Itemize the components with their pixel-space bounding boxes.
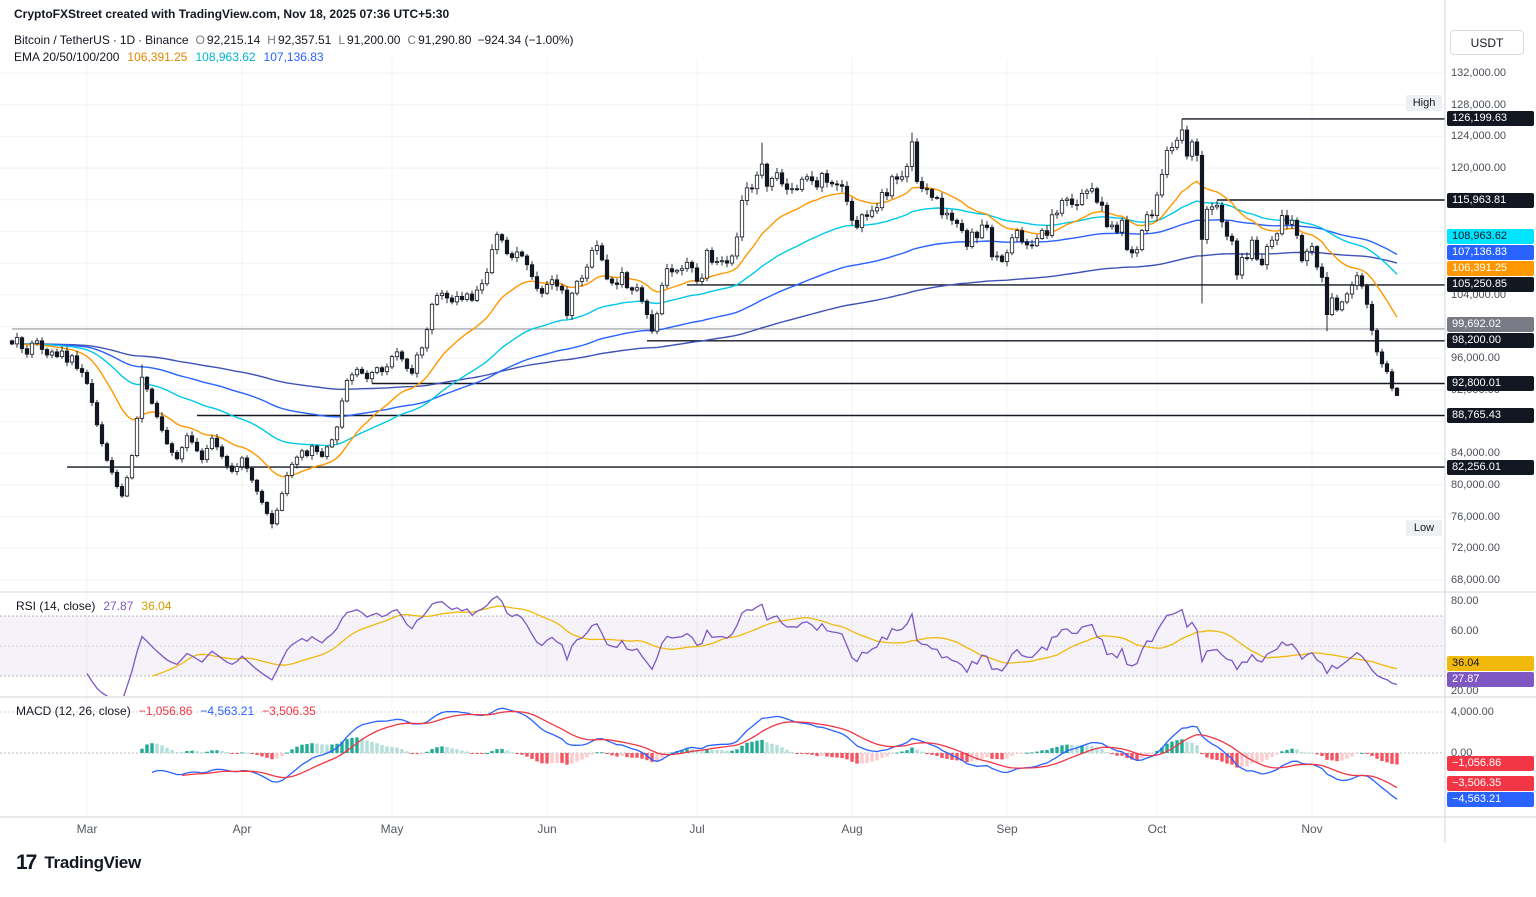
price-axis-badge: 106,391.25 <box>1447 261 1534 277</box>
high-value: 92,357.51 <box>277 33 332 47</box>
macd-title[interactable]: MACD (12, 26, close) <box>16 704 131 718</box>
rsi-axis-label: 20.00 <box>1451 685 1479 697</box>
price-axis-badge: 82,256.01 <box>1447 459 1534 475</box>
macd-hist-value: −1,056.86 <box>138 704 193 718</box>
rsi-axis-badge: 27.87 <box>1447 671 1534 687</box>
macd-line-value: −4,563.21 <box>200 704 255 718</box>
ema-lines <box>9 118 1400 529</box>
price-axis-badge: 105,250.85 <box>1447 277 1534 293</box>
rsi-title[interactable]: RSI (14, close) <box>16 599 96 613</box>
price-axis-badge: 126,199.63 <box>1447 111 1534 127</box>
time-axis-label: Jul <box>689 822 705 836</box>
price-axis-label: 124,000.00 <box>1451 130 1507 143</box>
ema100-value: 107,136.83 <box>263 50 324 64</box>
header-title: CryptoFXStreet created with TradingView.… <box>14 7 450 21</box>
ema-legend: EMA 20/50/100/200 106,391.25 108,963.62 … <box>14 50 324 64</box>
macd-axis-badge: −1,056.86 <box>1447 756 1534 772</box>
price-axis-label: 84,000.00 <box>1451 447 1500 460</box>
ema50-value: 108,963.62 <box>195 50 256 64</box>
tradingview-logo-text: TradingView <box>44 853 141 872</box>
rsi-legend: RSI (14, close) 27.87 36.04 <box>16 599 171 613</box>
ema-label[interactable]: EMA 20/50/100/200 <box>14 50 120 64</box>
price-axis-badge: 92,800.01 <box>1447 376 1534 392</box>
time-axis-label: May <box>380 822 404 836</box>
close-letter: C <box>407 33 417 47</box>
legend-separator: · <box>138 33 143 47</box>
tradingview-logo[interactable]: 17 TradingView <box>16 851 141 875</box>
price-axis-badge: 107,136.83 <box>1447 245 1534 261</box>
symbol-name[interactable]: Bitcoin / TetherUS <box>14 33 110 47</box>
high-tag: High <box>1406 94 1442 111</box>
price-axis-badge: 115,963.81 <box>1447 192 1534 208</box>
time-axis-label: Nov <box>1301 822 1323 836</box>
time-axis-label: Jun <box>537 822 557 836</box>
time-axis-label: Mar <box>76 822 98 836</box>
macd-axis-badge: −4,563.21 <box>1447 792 1534 808</box>
rsi-axis-badge: 36.04 <box>1447 655 1534 671</box>
macd-plot <box>140 707 1399 800</box>
macd-signal-value: −3,506.35 <box>262 704 316 718</box>
low-tag: Low <box>1406 520 1442 537</box>
price-axis-label: 68,000.00 <box>1451 574 1500 586</box>
time-axis-label: Sep <box>996 822 1018 836</box>
symbol-legend: Bitcoin / TetherUS · 1D · Binance O 92,2… <box>14 33 574 47</box>
price-axis-label: 132,000.00 <box>1451 67 1507 79</box>
price-axis-badge: 108,963.62 <box>1447 229 1534 245</box>
interval-label[interactable]: 1D <box>119 33 136 47</box>
price-axis-label: 76,000.00 <box>1451 510 1500 523</box>
rsi-ma-value: 36.04 <box>141 599 172 613</box>
macd-axis-label: 4,000.00 <box>1451 706 1494 718</box>
high-letter: H <box>267 33 276 47</box>
currency-label: USDT <box>1470 35 1504 50</box>
price-axis-badge: 88,765.43 <box>1447 407 1534 423</box>
tradingview-logo-icon: 17 <box>16 851 37 874</box>
chart-header: CryptoFXStreet created with TradingView.… <box>14 7 449 21</box>
low-letter: L <box>338 33 346 47</box>
time-axis-label: Aug <box>841 822 863 836</box>
price-axis-label: 120,000.00 <box>1451 162 1507 175</box>
rsi-plot <box>86 595 1398 696</box>
close-value: 91,290.80 <box>418 33 472 47</box>
rsi-axis-label: 60.00 <box>1451 625 1479 637</box>
rsi-axis-label: 80.00 <box>1451 595 1479 607</box>
change-value: −924.34 (−1.00%) <box>477 33 574 47</box>
price-axis-badge: 99,692.02 <box>1447 317 1534 333</box>
ema20-value: 106,391.25 <box>127 50 188 64</box>
time-axis-label: Apr <box>232 822 252 836</box>
price-axis-badge: 98,200.00 <box>1447 333 1534 349</box>
price-axis-label: 96,000.00 <box>1451 352 1500 365</box>
currency-toggle-button[interactable]: USDT <box>1450 30 1524 55</box>
macd-legend: MACD (12, 26, close) −1,056.86 −4,563.21… <box>16 704 316 718</box>
open-value: 92,215.14 <box>206 33 261 47</box>
price-axis-label: 72,000.00 <box>1451 542 1500 555</box>
price-axis-label: 128,000.00 <box>1451 98 1507 111</box>
time-axis-label: Oct <box>1147 822 1167 836</box>
price-axis-label: 80,000.00 <box>1451 478 1500 491</box>
macd-axis-badge: −3,506.35 <box>1447 776 1534 792</box>
exchange-label: Binance <box>145 33 189 47</box>
legend-separator: · <box>112 33 117 47</box>
macd-axis-label: 0.00 <box>1451 747 1473 759</box>
rsi-value: 27.87 <box>103 599 134 613</box>
open-letter: O <box>195 33 205 47</box>
low-value: 91,200.00 <box>347 33 401 47</box>
